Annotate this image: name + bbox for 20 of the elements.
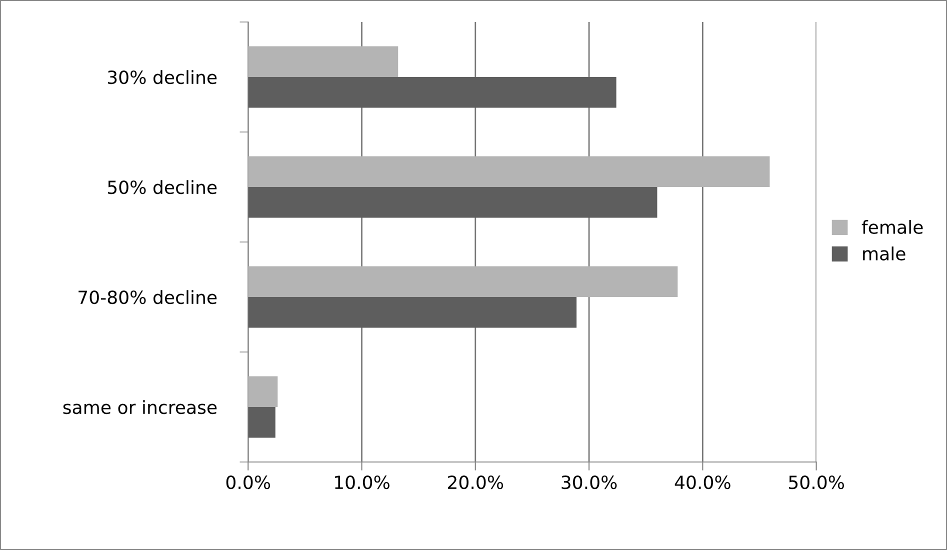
- y-tick-label: 50% decline: [108, 180, 217, 194]
- bar: [248, 266, 678, 297]
- y-tick-label: 70-80% decline: [78, 290, 217, 304]
- x-tick-label: 20.0%: [448, 476, 504, 490]
- x-tick-label: 30.0%: [562, 476, 617, 490]
- y-tick-label: same or increase: [63, 400, 217, 414]
- bar: [248, 156, 770, 187]
- bar: [248, 407, 276, 438]
- legend-label: male: [863, 246, 906, 260]
- x-tick-label: 10.0%: [335, 476, 390, 490]
- bar: [248, 77, 616, 108]
- bar: [248, 297, 577, 328]
- bar: [248, 187, 658, 218]
- bar: [248, 46, 398, 77]
- y-tick-label: 30% decline: [108, 70, 217, 84]
- x-tick-label: 40.0%: [674, 476, 730, 490]
- x-tick-label: 0.0%: [226, 476, 270, 490]
- legend-label: female: [862, 220, 923, 234]
- x-tick-label: 50.0%: [789, 476, 844, 490]
- bar: [248, 376, 278, 407]
